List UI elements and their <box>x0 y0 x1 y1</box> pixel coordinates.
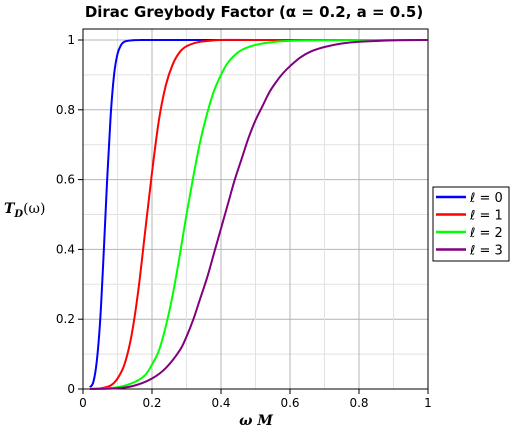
legend-label-l1: ℓ = 1 <box>469 209 503 224</box>
y-tick-label: 0.2 <box>56 312 75 326</box>
y-axis-label: TD(ω) <box>4 201 45 220</box>
grid-lines <box>83 29 428 389</box>
legend-label-l2: ℓ = 2 <box>469 226 503 241</box>
y-tick-label: 0.4 <box>56 242 75 256</box>
series-line-l3 <box>89 39 429 390</box>
y-tick-label: 1 <box>67 33 75 47</box>
x-axis-label: ω M <box>239 413 273 429</box>
x-tick-label: 0.8 <box>349 396 368 410</box>
series-line-l0 <box>89 38 428 388</box>
legend: ℓ = 0 ℓ = 1 ℓ = 2 ℓ = 3 <box>432 186 510 262</box>
series-line-l2 <box>89 38 429 390</box>
legend-label-l3: ℓ = 3 <box>469 244 503 259</box>
y-tick-label: 0 <box>67 382 75 396</box>
chart-title: Dirac Greybody Factor (α = 0.2, a = 0.5) <box>85 3 423 21</box>
y-tick-label: 0.8 <box>56 103 75 117</box>
plot-frame <box>82 28 429 390</box>
x-tick-label: 0.6 <box>280 396 299 410</box>
y-tick-label: 0.6 <box>56 173 75 187</box>
x-tick-label: 0.2 <box>142 396 161 410</box>
x-tick-label: 1 <box>424 396 432 410</box>
x-tick-label: 0 <box>79 396 87 410</box>
series-lines <box>89 38 429 390</box>
series-line-l1 <box>89 38 428 390</box>
legend-label-l0: ℓ = 0 <box>469 191 503 206</box>
axis-ticks: 0 0.2 0.4 0.6 0.8 1 0 0.2 0.4 0.6 0.8 1 <box>56 33 432 410</box>
x-tick-label: 0.4 <box>211 396 230 410</box>
